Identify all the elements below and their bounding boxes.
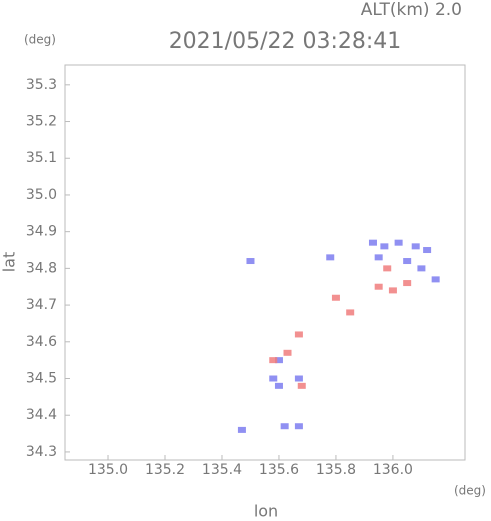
echo <box>411 243 420 250</box>
echo <box>280 423 289 430</box>
echo <box>237 426 246 433</box>
echo <box>297 382 306 389</box>
y-tick-label: 34.9 <box>26 224 57 240</box>
echo <box>294 331 303 338</box>
y-tick-label: 34.4 <box>26 407 57 423</box>
echo <box>394 239 403 246</box>
y-unit: (deg) <box>24 33 56 47</box>
echo <box>294 423 303 430</box>
echo <box>403 280 412 287</box>
y-tick-label: 34.5 <box>26 371 57 387</box>
echo <box>274 382 283 389</box>
echo <box>374 283 383 290</box>
plot-frame <box>64 64 466 461</box>
chart-title: 2021/05/22 03:28:41 <box>169 29 402 54</box>
echo <box>431 276 440 283</box>
x-tick-label: 135.8 <box>316 462 356 478</box>
x-tick-label: 135.0 <box>88 462 128 478</box>
y-tick-label: 34.7 <box>26 297 57 313</box>
echo <box>331 294 340 301</box>
echo <box>346 309 355 316</box>
echo <box>374 254 383 261</box>
x-tick-label: 135.6 <box>259 462 299 478</box>
echo <box>326 254 335 261</box>
echo <box>423 247 432 254</box>
y-tick-label: 35.2 <box>26 114 57 130</box>
y-tick-label: 34.3 <box>26 444 57 460</box>
echo <box>283 349 292 356</box>
echo <box>269 375 278 382</box>
y-tick-label: 35.0 <box>26 187 57 203</box>
y-tick-label: 34.6 <box>26 334 57 350</box>
altitude: ALT(km) 2.0 <box>361 0 462 20</box>
echo <box>417 265 426 272</box>
x-tick-label: 135.4 <box>202 462 242 478</box>
y-tick-label: 34.8 <box>26 260 57 276</box>
y-axis-label: lat <box>0 252 19 273</box>
echo <box>246 258 255 265</box>
echo <box>380 243 389 250</box>
x-axis-label: lon <box>254 502 278 521</box>
echo <box>368 239 377 246</box>
echo <box>388 287 397 294</box>
x-unit: (deg) <box>454 484 486 498</box>
echo <box>403 258 412 265</box>
y-tick-label: 35.1 <box>26 150 57 166</box>
echo <box>294 375 303 382</box>
y-tick-label: 35.3 <box>26 77 57 93</box>
x-tick-label: 135.2 <box>145 462 185 478</box>
echo <box>274 357 283 364</box>
echo <box>383 265 392 272</box>
x-tick-label: 136.0 <box>373 462 413 478</box>
echo <box>269 357 278 364</box>
